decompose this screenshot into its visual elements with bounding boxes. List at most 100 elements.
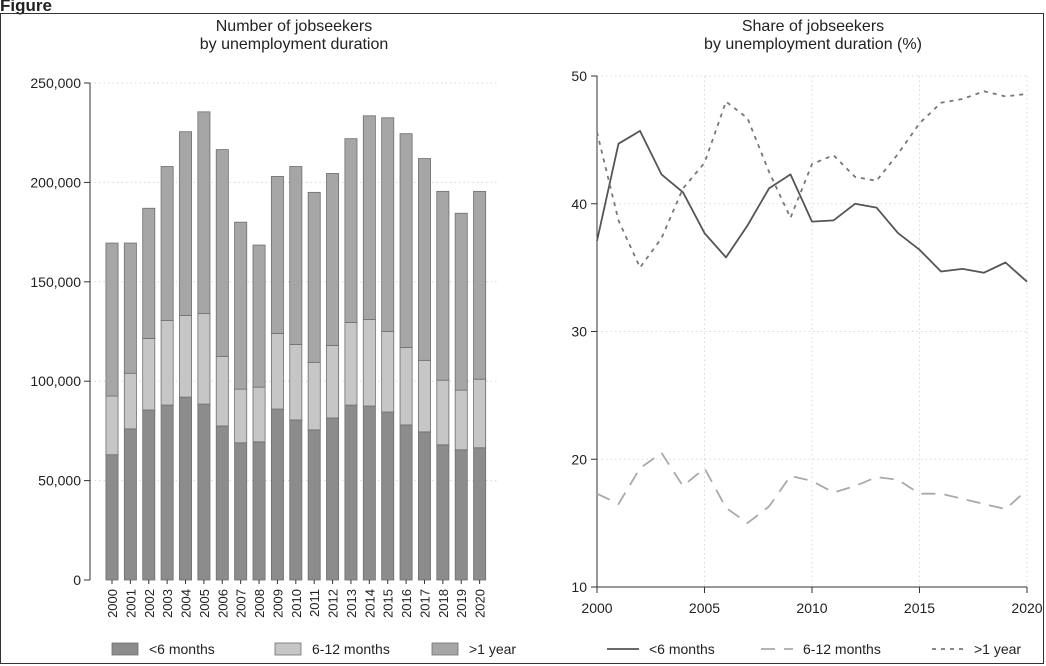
series-line — [596, 90, 1028, 269]
bar-segment — [123, 372, 137, 430]
bar-segment — [399, 347, 413, 426]
series-line — [596, 451, 1028, 524]
bar-segment — [160, 404, 174, 581]
x-tick-label: 2005 — [689, 600, 720, 616]
bar-segment — [418, 359, 431, 433]
chart-title: Share of jobseekers by unemployment durat… — [704, 18, 922, 53]
bar-segment — [123, 242, 137, 374]
bar-segment — [326, 173, 340, 346]
bar-segment — [436, 379, 450, 446]
bar-segment — [381, 117, 395, 332]
bar-segment — [307, 361, 321, 431]
x-tick-label: 2020 — [473, 589, 488, 618]
bar-segment — [215, 355, 229, 427]
x-tick-label: 2006 — [215, 589, 230, 618]
bar-segment — [326, 345, 340, 419]
figure-title: Figure — [0, 0, 52, 15]
bar-segment — [436, 444, 450, 581]
bar-segment — [160, 166, 174, 321]
y-tick-label: 100,000 — [30, 373, 81, 389]
bar-segment — [105, 454, 119, 581]
bar-segment — [418, 158, 431, 361]
bar-segment — [215, 149, 229, 357]
x-tick-label: 2000 — [105, 589, 120, 618]
y-tick-label: 10 — [571, 579, 587, 595]
bar-segment — [344, 138, 358, 323]
legend-swatch — [274, 642, 302, 656]
x-tick-label: 2003 — [160, 589, 175, 618]
x-tick-label: 2015 — [904, 600, 935, 616]
bar-segment — [179, 131, 192, 316]
y-tick-label: 0 — [73, 572, 81, 588]
x-tick-label: 2013 — [344, 589, 359, 618]
y-tick-label: 40 — [571, 196, 587, 212]
x-tick-label: 2012 — [326, 589, 341, 618]
bar-segment — [197, 403, 211, 581]
line-chart-panel: Share of jobseekers by unemployment durat… — [571, 18, 1042, 657]
x-tick-label: 2010 — [796, 600, 827, 616]
x-tick-label: 2008 — [252, 589, 267, 618]
x-tick-label: 2015 — [381, 589, 396, 618]
x-tick-label: 2007 — [234, 589, 249, 618]
bar-segment — [197, 111, 211, 315]
x-tick-label: 2004 — [179, 589, 194, 618]
bar-segment — [436, 190, 450, 381]
bar-segment — [473, 447, 487, 581]
bar-segment — [289, 166, 303, 345]
bar-segment — [215, 425, 229, 581]
x-tick-label: 2000 — [581, 600, 612, 616]
bar-segment — [454, 212, 468, 391]
legend-label: <6 months — [649, 641, 715, 657]
figure-frame — [0, 13, 1044, 664]
bar-segment — [362, 319, 376, 407]
bar-chart-panel: Number of jobseekers by unemployment dura… — [30, 18, 516, 657]
legend-label: >1 year — [469, 641, 516, 657]
bar-segment — [234, 442, 248, 581]
y-tick-label: 50,000 — [38, 473, 81, 489]
x-tick-label: 2017 — [417, 589, 432, 618]
x-tick-label: 2009 — [270, 589, 285, 618]
x-tick-label: 2001 — [123, 589, 138, 618]
bar-segment — [344, 322, 358, 406]
y-tick-label: 50 — [571, 68, 587, 84]
bar-segment — [454, 389, 468, 451]
legend-label: 6-12 months — [803, 641, 881, 657]
x-tick-label: 2019 — [454, 589, 469, 618]
bar-segment — [289, 344, 303, 421]
y-tick-label: 20 — [571, 451, 587, 467]
x-tick-label: 2011 — [307, 589, 322, 617]
legend-label: 6-12 months — [312, 641, 390, 657]
bar-segment — [234, 388, 248, 444]
bar-segment — [252, 244, 266, 388]
bar-segment — [179, 396, 192, 581]
x-tick-label: 2010 — [289, 589, 304, 618]
bar-segment — [142, 409, 156, 581]
y-tick-label: 200,000 — [30, 174, 81, 190]
bar-segment — [179, 315, 192, 398]
bar-segment — [473, 190, 487, 380]
x-tick-label: 2005 — [197, 589, 212, 618]
bar-segment — [252, 386, 266, 443]
bar-segment — [105, 395, 119, 456]
bar-segment — [362, 115, 376, 320]
bar-segment — [197, 313, 211, 405]
bar-segment — [123, 428, 137, 581]
legend-swatch — [431, 642, 459, 656]
bar-segment — [160, 320, 174, 406]
bar-segment — [289, 419, 303, 581]
legend-label: >1 year — [974, 641, 1021, 657]
chart-title: Number of jobseekers by unemployment dura… — [200, 18, 389, 53]
legend-label: <6 months — [149, 641, 215, 657]
bar-segment — [362, 405, 376, 581]
x-tick-label: 2016 — [399, 589, 414, 618]
x-tick-label: 2018 — [436, 589, 451, 618]
bar-segment — [270, 176, 284, 334]
x-tick-label: 2014 — [362, 589, 377, 618]
bar-segment — [381, 331, 395, 413]
bar-segment — [234, 221, 248, 390]
bar-segment — [326, 417, 340, 581]
bar-segment — [307, 191, 321, 363]
bar-segment — [252, 441, 266, 581]
bar-segment — [142, 338, 156, 411]
